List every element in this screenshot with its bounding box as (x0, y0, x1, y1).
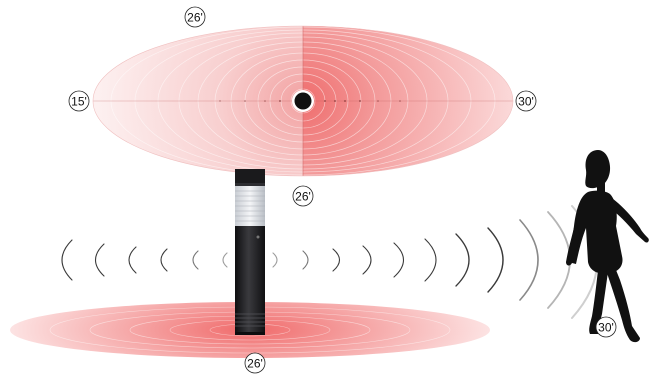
dimension-label-right-range: 30' (515, 90, 537, 112)
wave-arc-right-9 (519, 219, 539, 301)
wave-arc-left-2 (94, 243, 105, 277)
label-floor-width-text: 26' (247, 357, 263, 371)
top-view-zone-outline (92, 25, 514, 177)
wave-arc-left-4 (160, 248, 168, 272)
wave-arc-left-1 (61, 239, 73, 281)
wave-arc-left-6 (222, 252, 228, 268)
label-top-depth-text: 26' (295, 190, 311, 204)
wave-arc-right-1 (272, 252, 278, 268)
wave-arc-right-7 (455, 233, 470, 287)
dimension-label-top-width: 26' (184, 6, 206, 28)
wave-arc-right-3 (332, 248, 341, 272)
label-top-width-text: 26' (187, 11, 203, 25)
wave-arc-right-5 (393, 242, 405, 278)
dimension-label-top-depth: 26' (292, 185, 314, 207)
wave-arc-right-4 (362, 245, 372, 275)
wave-arc-left-5 (192, 250, 199, 270)
walking-person-icon (566, 150, 649, 343)
dimension-label-floor-width: 26' (244, 352, 266, 374)
wave-arc-left-3 (128, 246, 137, 274)
motion-wave-arcs (61, 205, 598, 319)
dimension-label-left-range: 15' (68, 90, 90, 112)
sensor-center-dot-icon (292, 90, 314, 112)
wave-arc-right-8 (487, 227, 504, 293)
motion-sensor-bollard-icon (235, 169, 265, 335)
label-right-range-text: 30' (518, 95, 534, 109)
wave-arc-right-2 (302, 250, 309, 270)
wave-arc-right-6 (424, 238, 437, 282)
label-left-range-text: 15' (71, 95, 87, 109)
label-person-range-text: 30' (598, 321, 614, 335)
dimension-label-person-range: 30' (595, 316, 617, 338)
